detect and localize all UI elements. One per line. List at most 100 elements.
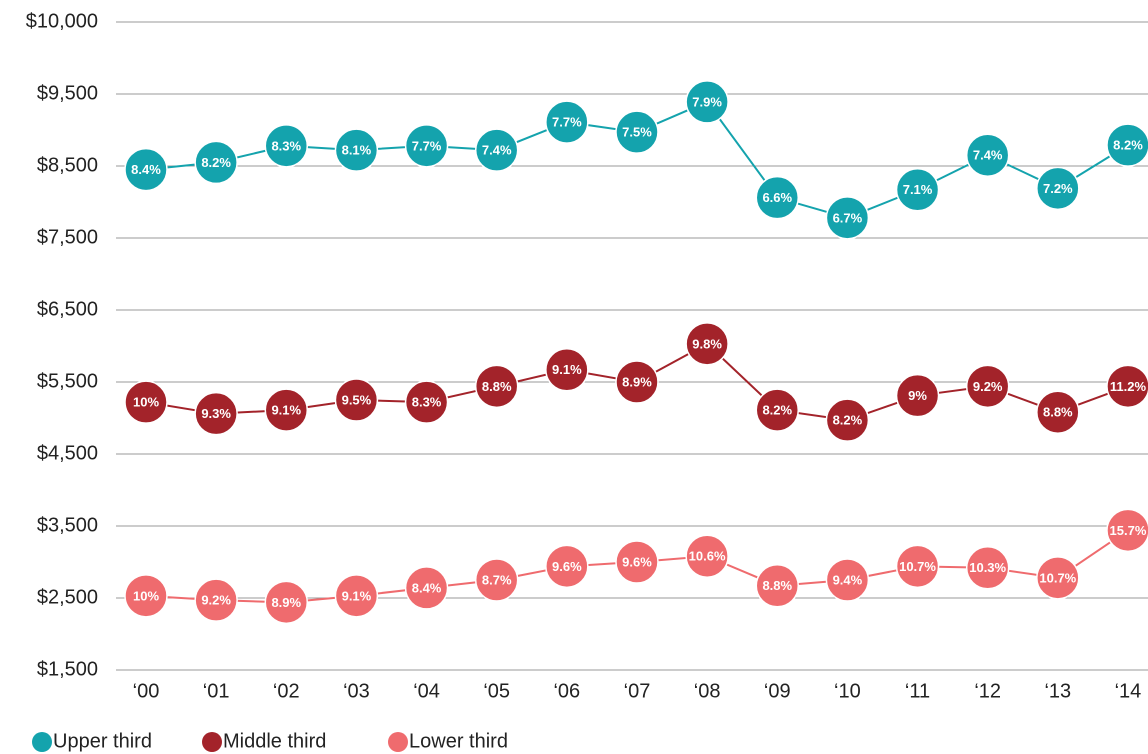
data-point [895,373,940,418]
data-point [264,388,309,432]
data-label: 9.1% [552,362,582,377]
data-point [545,348,589,392]
data-point [685,80,729,124]
data-label: 8.9% [622,374,652,389]
data-label: 9.8% [692,336,722,351]
x-tick-label: ‘06 [553,680,580,702]
data-point [1106,364,1148,409]
data-point [474,128,519,172]
legend-label: Upper third [53,730,152,752]
data-point [545,100,589,144]
data-label: 9.3% [201,406,231,421]
data-label: 8.3% [412,395,442,410]
data-point [685,534,729,578]
x-tick-label: ‘13 [1044,680,1071,702]
data-label: 8.9% [271,595,301,610]
data-label: 9.5% [342,392,372,407]
data-label: 10.7% [899,559,936,574]
data-point [1106,508,1148,553]
data-label: 7.2% [1043,181,1073,196]
x-tick-label: ‘10 [834,680,861,702]
legend-label: Lower third [409,730,508,752]
data-point [1036,556,1080,600]
data-label: 15.7% [1110,523,1147,538]
data-label: 7.5% [622,125,652,140]
data-point [334,378,379,422]
legend-marker [32,732,52,752]
data-label: 10.7% [1039,570,1076,585]
data-point [124,574,168,618]
legend-marker [388,732,408,752]
y-tick-label: $2,500 [37,586,98,608]
data-point [194,391,238,436]
data-label: 6.7% [833,210,863,225]
x-tick-label: ‘11 [905,680,930,702]
data-label: 7.4% [973,148,1003,163]
data-label: 10% [133,395,159,410]
data-label: 9.6% [552,559,582,574]
data-label: 8.2% [833,413,863,428]
y-tick-label: $3,500 [37,514,98,536]
data-point [1036,166,1080,211]
data-label: 10.6% [689,549,726,564]
x-tick-label: ‘03 [343,680,370,702]
data-point [194,140,238,185]
x-tick-label: ‘12 [974,680,1001,702]
data-point [264,580,309,625]
data-point [124,147,168,192]
data-label: 8.8% [1043,405,1073,420]
data-label: 7.9% [692,94,722,109]
y-tick-label: $8,500 [37,154,98,176]
legend-marker [202,732,222,752]
x-tick-label: ‘00 [133,680,160,702]
data-point [615,360,659,404]
data-point [264,124,309,168]
data-point [755,175,800,220]
data-label: 8.1% [342,143,372,158]
data-label: 8.4% [412,580,442,595]
y-tick-label: $1,500 [37,658,98,680]
y-tick-label: $4,500 [37,442,98,464]
data-label: 9% [908,388,927,403]
data-point [474,364,519,409]
data-point [1036,390,1080,434]
data-point [404,566,449,610]
data-point [545,544,589,589]
data-point [615,110,659,154]
data-label: 6.6% [762,190,792,205]
data-label: 11.2% [1110,379,1147,394]
x-tick-label: ‘04 [413,680,440,702]
data-point [965,364,1010,409]
data-point [404,124,449,168]
data-point [474,558,519,602]
data-point [825,196,870,240]
data-point [825,558,870,602]
x-tick-label: ‘14 [1115,680,1142,702]
data-label: 9.2% [973,379,1003,394]
data-point [895,168,940,212]
data-label: 7.1% [903,182,933,197]
x-tick-label: ‘02 [273,680,300,702]
data-point [895,544,940,589]
legend-label: Middle third [223,730,326,752]
data-point [334,574,379,618]
data-label: 10% [133,588,159,603]
data-point [1106,123,1148,167]
y-tick-label: $7,500 [37,226,98,248]
data-label: 9.6% [622,554,652,569]
x-tick-label: ‘01 [203,680,230,702]
x-tick-label: ‘08 [694,680,721,702]
data-point [755,564,800,608]
data-point [825,398,870,442]
data-label: 10.3% [969,560,1006,575]
data-point [755,388,800,432]
data-label: 8.2% [201,155,231,170]
x-tick-label: ‘09 [764,680,791,702]
data-point [965,133,1010,177]
y-tick-label: $5,500 [37,370,98,392]
data-label: 7.7% [552,115,582,130]
data-label: 8.2% [762,403,792,418]
y-tick-label: $6,500 [37,298,98,320]
data-label: 9.4% [833,572,863,587]
